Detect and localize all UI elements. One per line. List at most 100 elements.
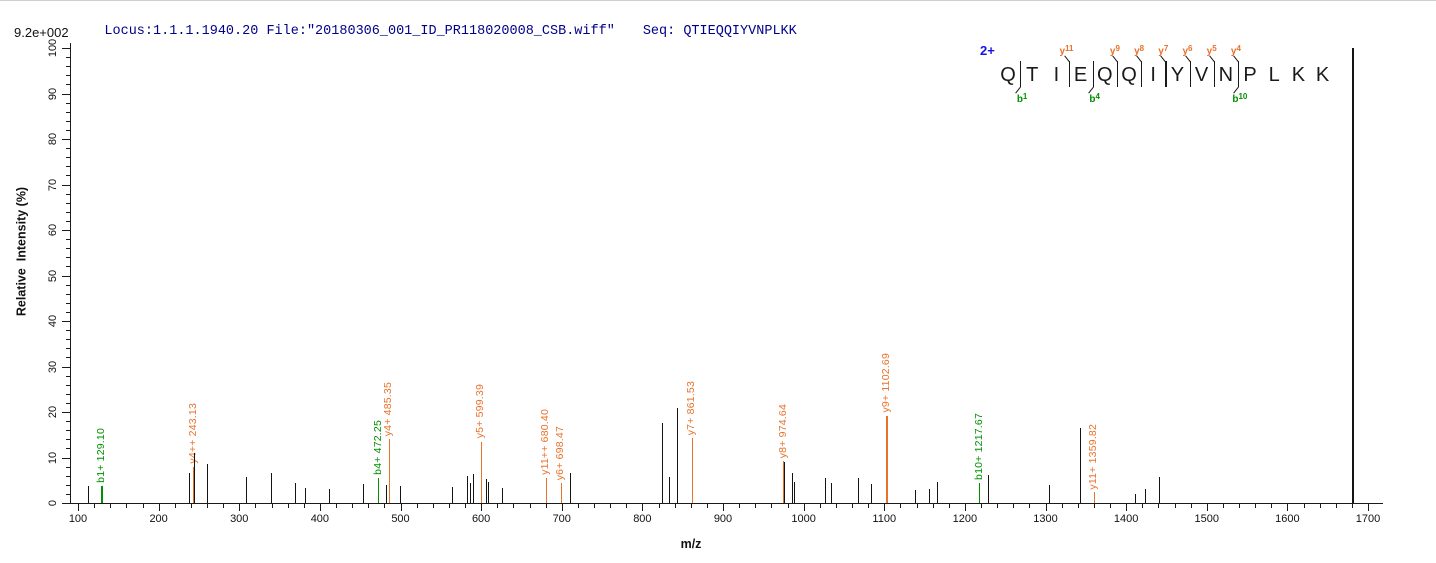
y-axis-tick [66,493,70,495]
x-axis-tick-label: 700 [552,513,571,525]
x-axis-tick [1029,504,1031,508]
peptide-residue: P [1243,64,1257,86]
y-axis-tick [66,384,70,386]
y-axis-tick [66,75,70,77]
y-axis-tick-label: 0 [47,499,59,507]
y-axis-tick [66,239,70,241]
peak [662,423,664,503]
x-axis-tick-label: 1500 [1194,513,1219,525]
y-axis-tick [66,84,70,86]
y-ion-label: y11 [1059,44,1074,57]
peak-label: y6+ 698.47 [554,426,567,481]
y-axis-tick-label: 10 [47,451,59,464]
x-axis-tick-label: 1200 [952,513,978,525]
y-ion-label: y5 [1206,44,1217,57]
y-axis-tick [66,357,70,359]
peak [467,475,469,503]
x-axis-tick [723,504,724,511]
y-axis-tick [66,330,70,332]
x-axis-tick [626,504,628,508]
peptide-residue: K [1315,64,1330,86]
x-axis-tick [1093,504,1095,508]
peak [400,486,402,503]
x-axis-tick [1174,504,1176,508]
x-axis-tick [465,504,466,508]
y-axis-tick [66,311,70,313]
annotated-peak [101,485,103,503]
peak [487,482,490,503]
x-axis-tick [948,504,950,508]
peak [294,482,297,503]
y-axis-tick [66,475,70,477]
y-axis-tick [66,193,70,195]
x-axis-tick [336,504,337,508]
y-cut-mark [1068,61,1070,87]
x-axis-tick [190,504,192,508]
base-peak-intensity-label: 9.2e+002 [14,25,69,40]
peptide-residue: V [1194,64,1209,86]
annotated-peak [378,477,380,503]
x-axis-tick [1158,504,1160,508]
peak [486,479,488,503]
peptide-residue: E [1073,64,1088,86]
y-axis-tick-label: 80 [47,132,59,146]
peak-label: y11+ 1359.82 [1087,423,1100,490]
x-axis-tick [658,504,660,508]
x-axis-tick [400,504,402,511]
y-axis-tick [66,157,70,159]
x-axis-tick [303,504,305,508]
y-axis-tick [66,148,70,150]
y-axis-tick [66,248,70,250]
x-axis-tick [448,504,450,508]
y-axis-title: Relative Intensity (%) [14,186,29,317]
peak [207,463,209,503]
y-axis-tick [62,503,70,504]
x-axis-tick [384,504,386,508]
y-axis-tick [66,266,70,268]
x-axis-tick [577,504,579,508]
x-axis-tick [1303,504,1305,508]
y-axis-tick [62,139,70,140]
x-axis-tick [1142,504,1144,508]
peak-label: b10+ 1217.67 [972,413,985,480]
x-axis-tick [545,504,547,508]
peak [1135,493,1137,503]
peak [794,482,796,503]
y-axis-tick-label: 30 [47,360,59,373]
x-axis-tick [1013,504,1015,508]
b-ion-label: b10 [1232,92,1248,105]
b-cut-mark [1092,61,1095,87]
x-axis-tick [1287,504,1289,511]
peak [569,472,572,503]
peak [937,482,939,503]
peak [87,486,90,503]
y-axis-tick-label: 90 [47,87,59,100]
x-axis-tick [739,504,741,508]
locus-label: Locus:1.1.1.1940.20 [104,24,259,39]
x-axis-tick [1351,504,1353,508]
peptide-residue: Q [1097,64,1113,86]
annotated-peak [1093,492,1095,503]
peak [1049,484,1051,503]
x-axis-tick [1206,504,1208,511]
y-axis-tick [62,321,70,322]
peptide-residue: T [1026,64,1039,86]
x-axis-tick [78,504,79,511]
x-axis-tick-label: 400 [310,513,330,525]
x-axis-tick [594,504,595,508]
x-axis [70,503,1383,505]
y-axis-tick [66,202,70,204]
y-axis-tick [66,257,70,259]
annotated-peak [388,439,390,503]
y-axis-tick [62,230,70,231]
annotated-peak [783,461,785,503]
x-axis-tick [964,504,966,511]
b-cut-mark [1020,61,1022,87]
y-axis-tick [62,184,70,186]
peak [830,482,833,503]
x-axis-tick-label: 800 [633,513,652,525]
y-axis-tick [62,93,70,95]
x-axis-tick [287,504,289,508]
y-cut-mark [1116,61,1119,87]
peak [194,452,196,503]
